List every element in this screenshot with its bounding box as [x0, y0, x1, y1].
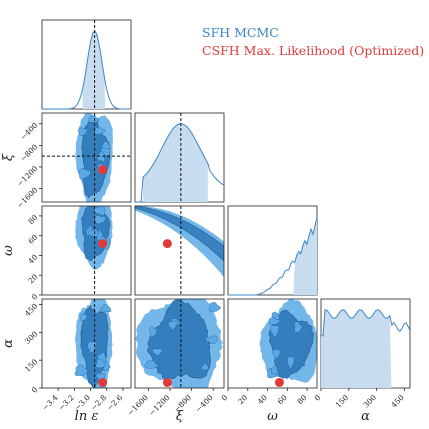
y-tick-label: 0 [30, 292, 40, 302]
panel-frame [134, 298, 225, 389]
y-tick-label: 60 [26, 233, 39, 246]
density-island [99, 304, 112, 313]
x-axis-label: α [361, 409, 370, 424]
density-island [152, 348, 163, 356]
density-island [87, 115, 100, 123]
x-tick-label: 60 [276, 393, 289, 406]
diag-panel-4 [320, 298, 411, 389]
y-tick-label: 0 [30, 385, 40, 395]
y-tick-label: −400 [18, 121, 39, 142]
density-island [74, 364, 89, 377]
histogram-line [135, 123, 225, 203]
density-island [148, 326, 158, 338]
legend-mcmc-label: SFH MCMC [202, 25, 279, 40]
credible-band [321, 309, 392, 388]
density-island [94, 126, 106, 135]
density-island [77, 127, 88, 137]
diag-panel-3 [227, 205, 318, 296]
panel-frame [41, 205, 132, 296]
max-likelihood-point [162, 239, 172, 249]
density-island [167, 320, 177, 331]
density-island [93, 206, 106, 216]
pair-panel-3-2 [134, 205, 225, 296]
y-tick-label: 20 [26, 272, 39, 285]
max-likelihood-point [98, 239, 108, 249]
credible-band [293, 216, 317, 295]
density-level-2 [268, 309, 315, 379]
x-tick-label: −400 [194, 393, 215, 414]
credible-band [143, 123, 208, 202]
x-tick-label: 0 [220, 393, 230, 403]
density-island [294, 321, 303, 333]
density-island [286, 356, 295, 370]
histogram-line [228, 216, 318, 296]
legend-ml-label: CSFH Max. Likelihood (Optimized) [202, 43, 425, 58]
x-tick-label: 40 [256, 393, 269, 406]
credible-band [82, 30, 106, 110]
density-island [78, 168, 92, 180]
x-tick-label: 450 [389, 393, 406, 410]
max-likelihood-point [162, 377, 172, 387]
density-island [208, 301, 221, 312]
x-tick-label: 0 [313, 393, 323, 403]
y-axis-label: α [1, 339, 16, 348]
density-island [270, 325, 279, 338]
x-tick-label: −2.6 [105, 393, 124, 412]
density-island [79, 313, 88, 322]
y-axis-label: ξ [1, 153, 16, 161]
pair-panel-4-2 [134, 298, 225, 389]
pair-panel-2-1 [41, 112, 132, 203]
y-tick-label: −1200 [15, 164, 39, 188]
pair-panel-3-1 [41, 205, 132, 296]
pair-panel-4-3 [227, 298, 318, 389]
density-island [205, 335, 218, 344]
density-island [272, 349, 281, 359]
density-island [271, 365, 278, 376]
density-island [144, 360, 159, 369]
max-likelihood-point [98, 377, 108, 387]
x-axis-label: ξ [176, 409, 184, 424]
density-island [201, 363, 209, 371]
diag-panel-1 [41, 19, 132, 110]
density-level-2 [135, 206, 224, 262]
x-axis-label: ln ε [75, 409, 99, 424]
density-island [268, 317, 281, 325]
x-tick-label: −1600 [126, 393, 150, 417]
x-tick-label: −3.4 [40, 393, 59, 412]
diag-panel-2 [134, 112, 225, 203]
max-likelihood-point [274, 377, 284, 387]
panel-frame [41, 112, 132, 203]
y-tick-label: 40 [26, 252, 39, 265]
pair-panel-4-1 [41, 298, 132, 389]
density-level-2 [146, 299, 211, 380]
panel-frame [134, 205, 225, 296]
y-tick-label: −800 [18, 142, 39, 163]
x-tick-label: 150 [334, 393, 351, 410]
panel-frame [227, 298, 318, 389]
x-tick-label: 80 [295, 393, 308, 406]
x-tick-label: −1200 [147, 393, 171, 417]
histogram-line [42, 29, 131, 110]
x-tick-label: 20 [236, 393, 249, 406]
density-island [87, 341, 97, 354]
density-island [101, 141, 111, 150]
y-tick-label: 450 [23, 301, 40, 318]
y-axis-label: ω [1, 245, 16, 256]
max-likelihood-point [98, 165, 108, 175]
density-island [87, 229, 99, 237]
x-axis-label: ω [267, 409, 278, 424]
y-tick-label: 150 [23, 357, 40, 374]
density-island [95, 358, 106, 369]
panel-frame [41, 298, 132, 389]
y-tick-label: 80 [26, 213, 39, 226]
y-tick-label: −1600 [15, 185, 39, 209]
histogram-line [321, 308, 411, 337]
y-tick-label: 300 [23, 329, 40, 346]
x-tick-label: 300 [362, 393, 379, 410]
x-tick-label: −3.2 [57, 393, 76, 412]
